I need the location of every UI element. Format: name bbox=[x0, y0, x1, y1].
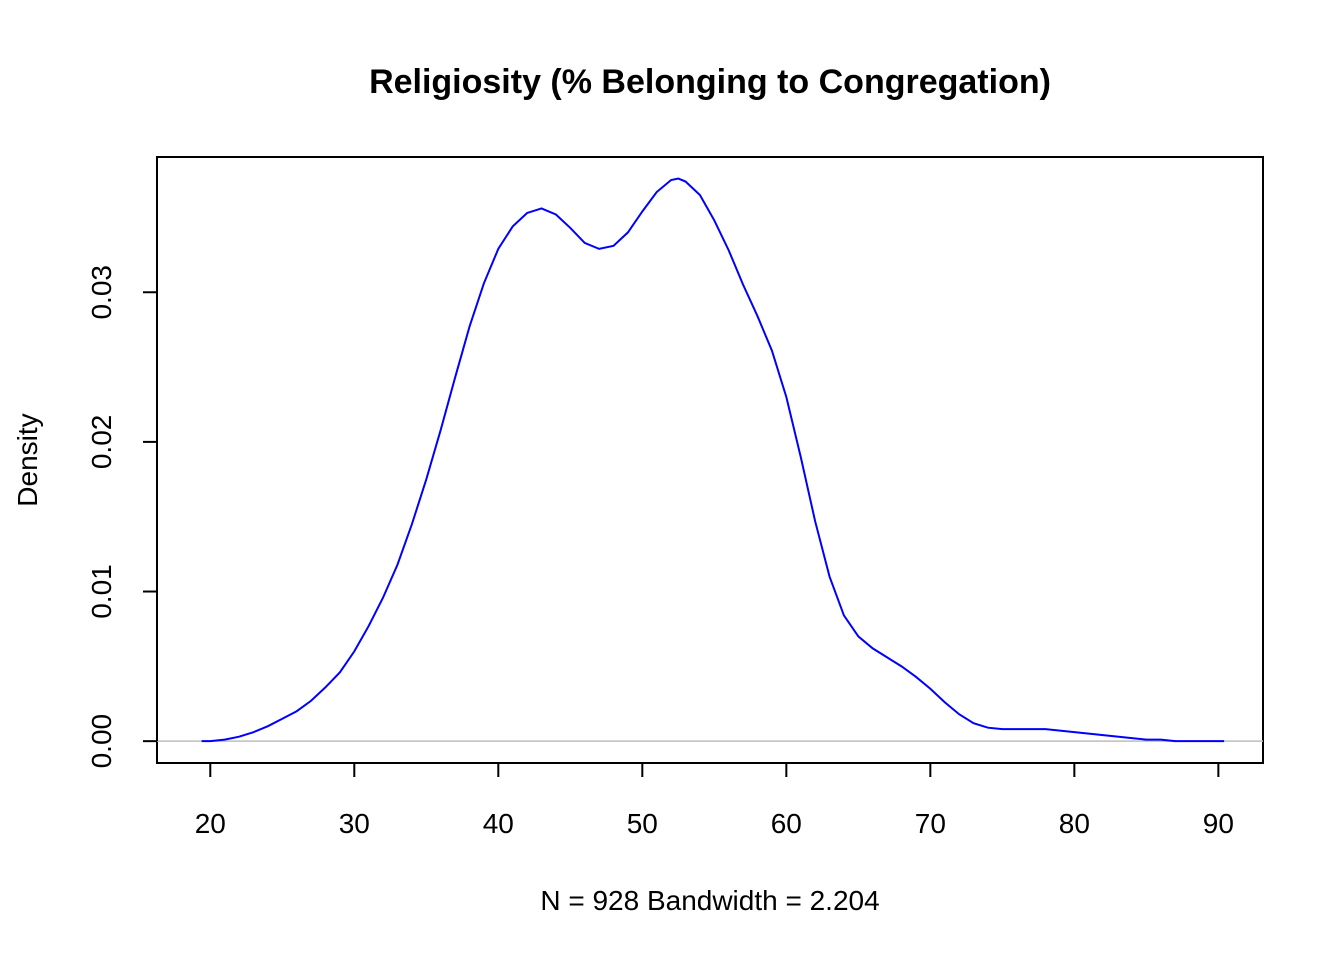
density-curve bbox=[201, 177, 1225, 743]
x-tick-label: 30 bbox=[339, 808, 370, 839]
x-tick-label: 90 bbox=[1203, 808, 1234, 839]
x-tick-label: 50 bbox=[627, 808, 658, 839]
y-tick-label: 0.03 bbox=[86, 265, 117, 320]
chart-title: Religiosity (% Belonging to Congregation… bbox=[369, 63, 1051, 101]
y-tick-label: 0.01 bbox=[86, 564, 117, 619]
y-axis: 0.00 0.01 0.02 0.03 bbox=[86, 265, 158, 769]
x-tick-label: 20 bbox=[195, 808, 226, 839]
x-tick-label: 70 bbox=[915, 808, 946, 839]
y-axis-label: Density bbox=[12, 413, 43, 506]
x-tick-label: 80 bbox=[1059, 808, 1090, 839]
x-axis: 20 30 40 50 60 70 80 90 bbox=[195, 762, 1234, 839]
x-axis-label: N = 928 Bandwidth = 2.204 bbox=[540, 885, 879, 916]
y-tick-label: 0.00 bbox=[86, 714, 117, 769]
x-tick-label: 60 bbox=[771, 808, 802, 839]
y-tick-label: 0.02 bbox=[86, 415, 117, 470]
plot-frame bbox=[156, 156, 1264, 764]
x-tick-label: 40 bbox=[483, 808, 514, 839]
